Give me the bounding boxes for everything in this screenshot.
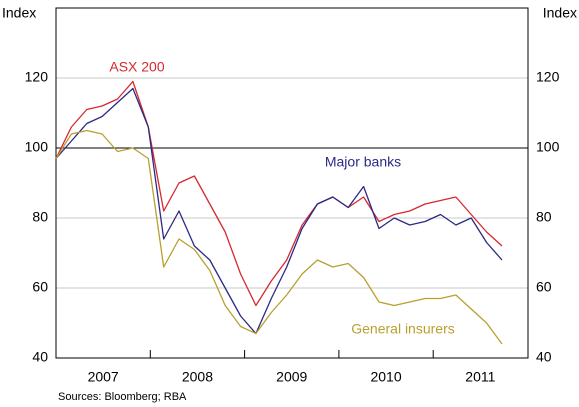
y2-tick-label: 80 [536, 209, 552, 225]
y2-tick-label: 60 [536, 279, 552, 295]
series-label: Major banks [325, 154, 401, 170]
x-tick-label: 2010 [370, 369, 401, 385]
y-tick-label: 40 [32, 349, 48, 365]
series-label: General insurers [351, 321, 455, 337]
series-line [55, 87, 503, 335]
x-tick-label: 2009 [276, 369, 307, 385]
y2-axis-label: Index [543, 5, 577, 21]
y-tick-label: 80 [32, 209, 48, 225]
y2-tick-label: 100 [536, 139, 560, 155]
x-tick-label: 2007 [88, 369, 119, 385]
y2-tick-label: 120 [536, 69, 560, 85]
series-line [55, 80, 503, 307]
x-tick-label: 2008 [182, 369, 213, 385]
y-axis-label: Index [2, 5, 36, 21]
series-label: ASX 200 [109, 59, 164, 75]
x-tick-label: 2011 [465, 369, 495, 385]
y2-tick-label: 40 [536, 349, 552, 365]
series-line [55, 129, 503, 345]
y-tick-label: 120 [25, 69, 49, 85]
source-note: Sources: Bloomberg; RBA [58, 391, 187, 403]
y-tick-label: 60 [32, 279, 48, 295]
plot-frame [55, 7, 529, 359]
y-tick-label: 100 [25, 139, 49, 155]
